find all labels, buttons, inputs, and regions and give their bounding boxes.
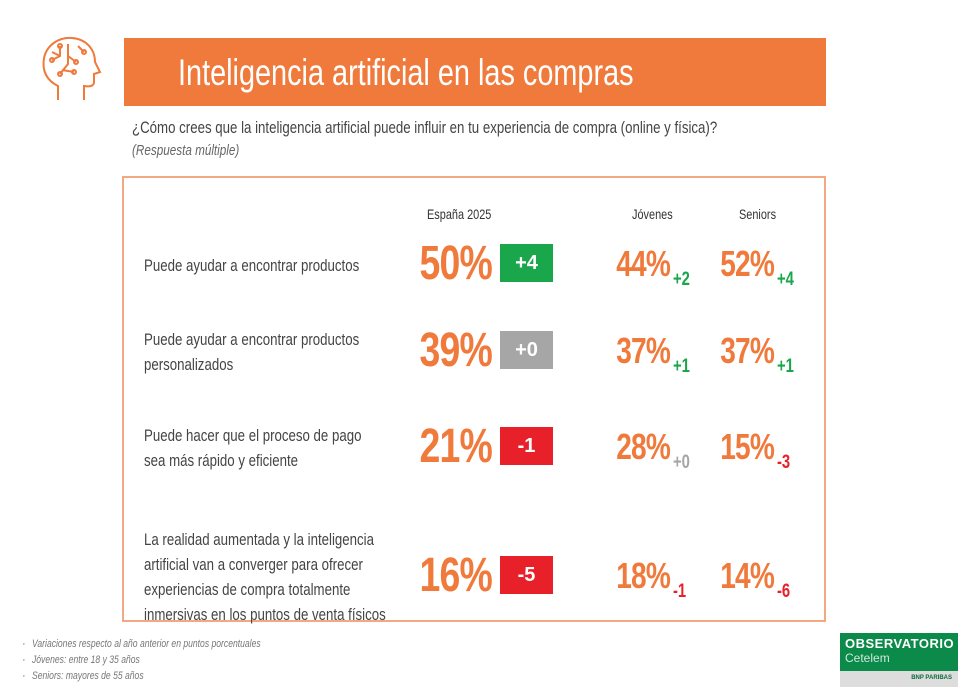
espana-delta-badge: +4 [500,244,553,282]
row-label: La realidad aumentada y la inteligencia [144,530,375,549]
row-label: inmersivas en los puntos de venta físico… [144,605,386,624]
espana-delta-badge: +0 [500,331,553,369]
column-header-seniors: Seniors [739,206,777,222]
seniors-value: 52% [720,243,775,284]
column-header-espana: España 2025 [427,206,492,222]
espana-value: 16% [419,549,492,602]
jovenes-value: 44% [616,243,671,284]
row-label: Puede ayudar a encontrar productos [144,330,360,349]
seniors-delta: +1 [777,356,794,377]
seniors-value: 37% [720,330,775,371]
results-box [122,176,826,622]
footnote: · Seniors: mayores de 55 años [22,670,144,682]
row-label: personalizados [144,355,234,374]
seniors-delta: -6 [777,581,791,602]
jovenes-delta: +0 [673,452,690,473]
jovenes-delta: +1 [673,356,690,377]
espana-value: 39% [419,324,492,377]
row-label: artificial van a converger para ofrecer [144,555,363,574]
column-header-jovenes: Jóvenes [632,206,673,222]
question-note: (Respuesta múltiple) [132,142,240,159]
jovenes-delta: -1 [673,581,687,602]
page-title: Inteligencia artificial en las compras [178,52,634,93]
observatorio-cetelem-logo: OBSERVATORIO Cetelem BNP PARIBAS [840,633,958,687]
seniors-delta: +4 [777,269,794,290]
seniors-value: 14% [720,555,775,596]
espana-delta-badge: -5 [500,556,553,594]
espana-delta-badge: -1 [500,427,553,465]
espana-value: 21% [419,420,492,473]
jovenes-value: 28% [616,426,671,467]
seniors-value: 15% [720,426,775,467]
jovenes-value: 18% [616,555,671,596]
ai-head-icon [38,34,104,104]
row-label: Puede hacer que el proceso de pago [144,426,362,445]
row-label: Puede ayudar a encontrar productos [144,255,360,275]
jovenes-value: 37% [616,330,671,371]
row-label: experiencias de compra totalmente [144,580,351,599]
survey-question: ¿Cómo crees que la inteligencia artifici… [132,118,718,137]
footnote: · Variaciones respecto al año anterior e… [22,638,261,650]
title-bar: Inteligencia artificial en las compras [124,38,826,106]
row-label: sea más rápido y eficiente [144,451,299,470]
seniors-delta: -3 [777,452,791,473]
espana-value: 50% [419,237,492,290]
jovenes-delta: +2 [673,269,690,290]
footnote: · Jóvenes: entre 18 y 35 años [22,654,140,666]
